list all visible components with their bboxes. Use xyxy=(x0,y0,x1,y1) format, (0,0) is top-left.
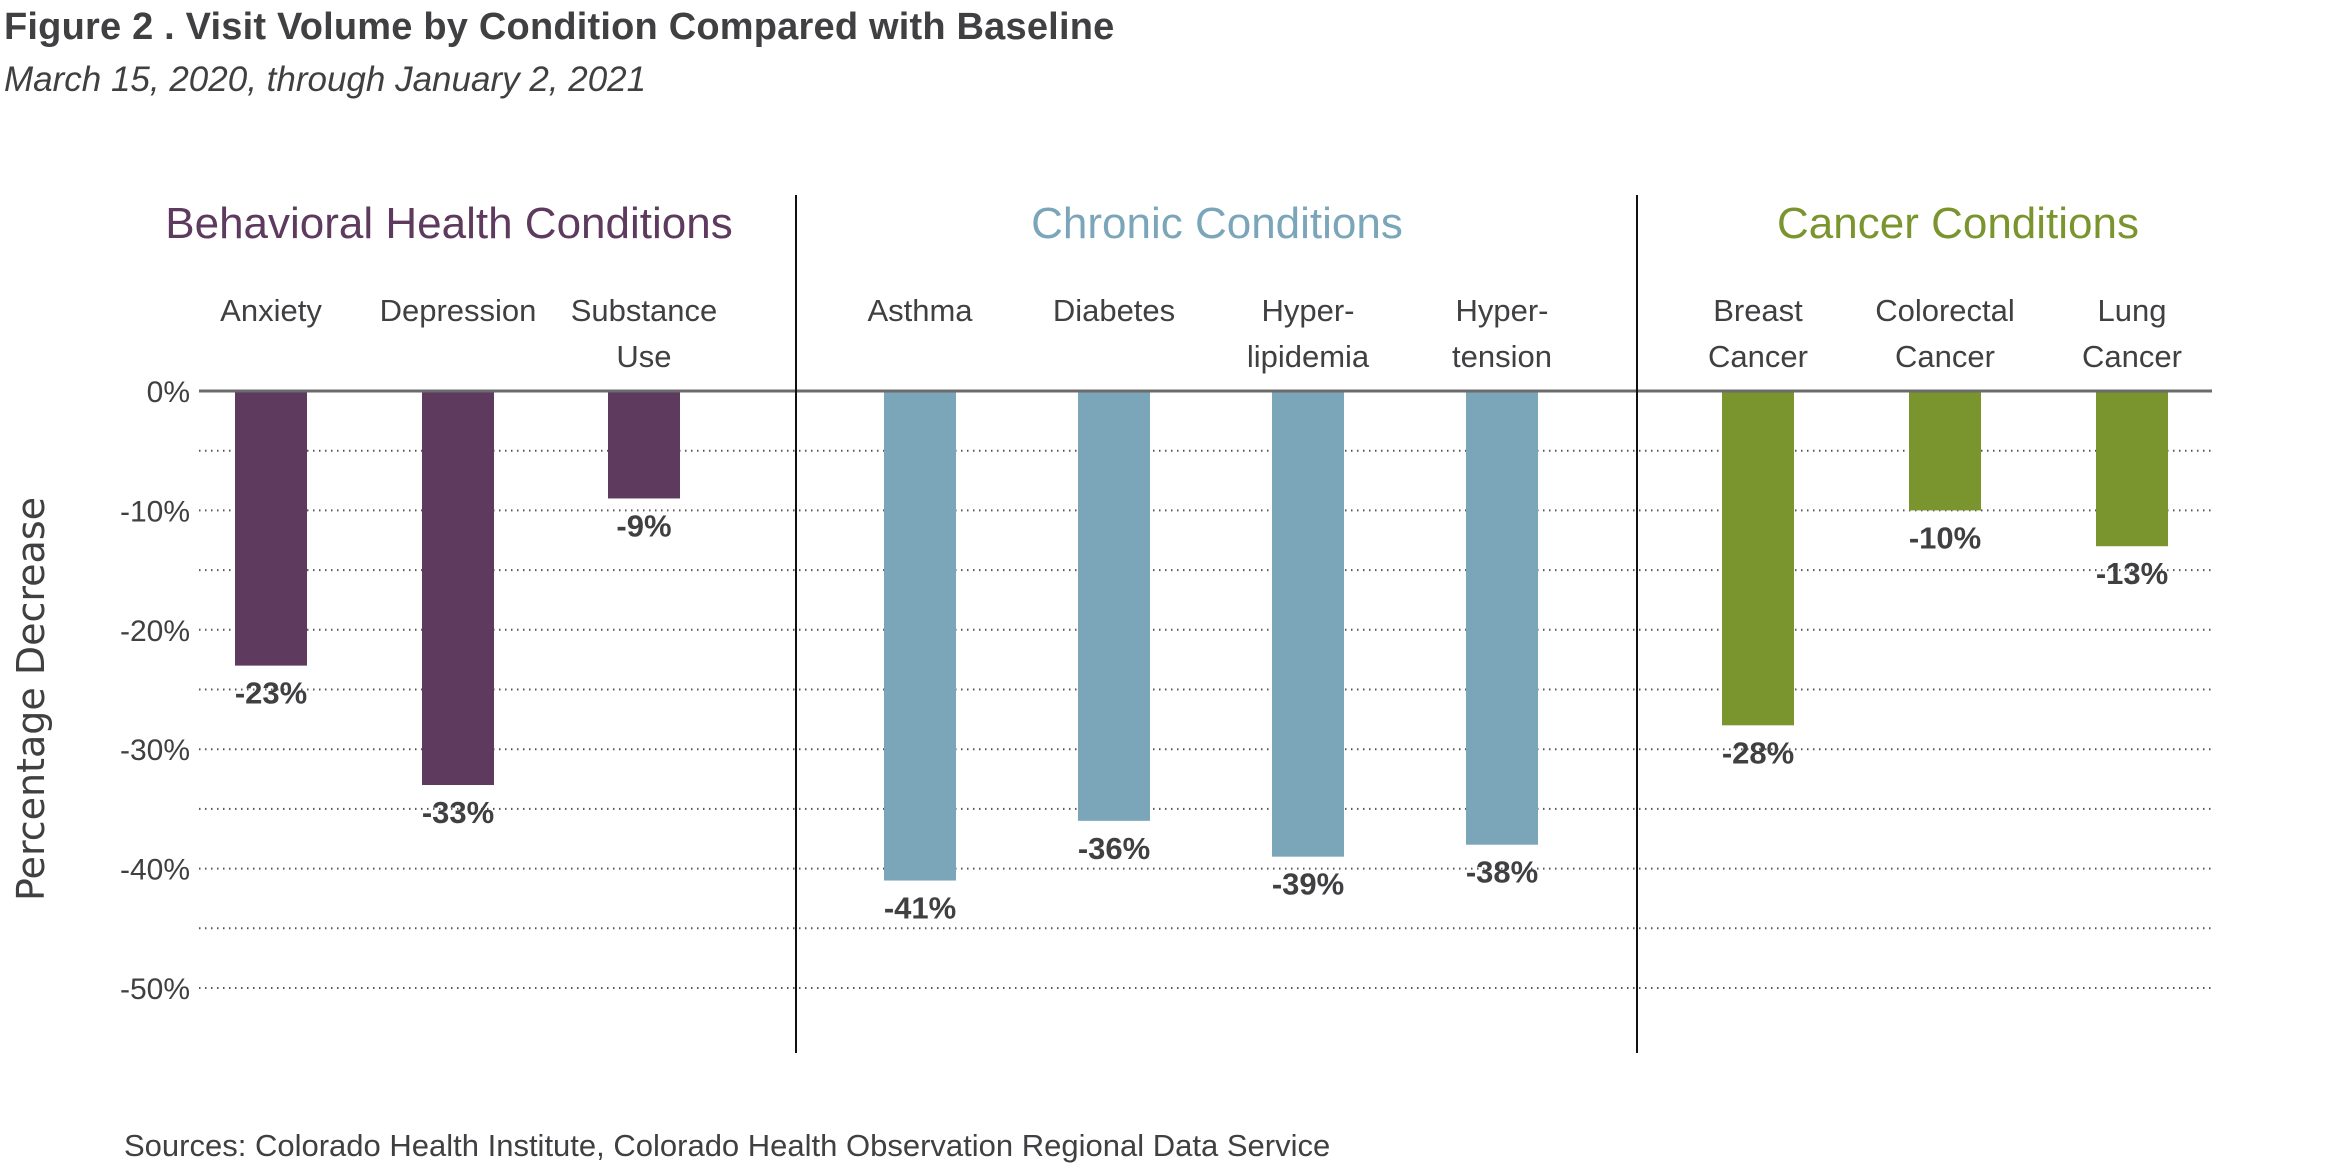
y-tick-label: -10% xyxy=(120,495,190,528)
group-title: Behavioral Health Conditions xyxy=(165,199,732,248)
bar xyxy=(1466,391,1538,845)
value-label: -39% xyxy=(1272,867,1344,902)
category-label-line: Asthma xyxy=(867,293,973,328)
figure-title: Figure 2 . Visit Volume by Condition Com… xyxy=(4,6,1115,48)
value-label: -28% xyxy=(1722,735,1794,770)
category-label-line: Substance xyxy=(571,293,718,328)
category-label-line: Anxiety xyxy=(220,293,322,328)
bars xyxy=(235,391,2168,881)
bar xyxy=(2096,391,2168,547)
category-label: Hyper-tension xyxy=(1452,293,1552,374)
category-label-line: Hyper- xyxy=(1261,293,1354,328)
chart-text: 0% -10% -20% -30% -40% -50% Percentage Decreas… xyxy=(9,199,2182,1006)
bar xyxy=(1722,391,1794,726)
category-label-line: Cancer xyxy=(2082,339,2182,374)
value-label: -23% xyxy=(235,676,307,711)
bar xyxy=(1078,391,1150,821)
category-label: Lung Cancer xyxy=(2082,293,2182,374)
bar xyxy=(422,391,494,786)
value-label: -13% xyxy=(2096,556,2168,591)
bar xyxy=(884,391,956,881)
value-label: -38% xyxy=(1466,855,1538,890)
category-label-line: Depression xyxy=(380,293,537,328)
category-label: Asthma xyxy=(867,293,973,328)
axes xyxy=(199,195,2212,1053)
category-label: Breast Cancer xyxy=(1708,293,1808,374)
value-label: -10% xyxy=(1909,520,1981,555)
category-label-line: tension xyxy=(1452,339,1552,374)
value-label: -36% xyxy=(1078,831,1150,866)
category-label-line: Use xyxy=(616,339,671,374)
group-title: Cancer Conditions xyxy=(1777,199,2139,248)
category-label: Colorectal Cancer xyxy=(1875,293,2015,374)
category-label: Anxiety xyxy=(220,293,322,328)
category-label: Substance Use xyxy=(571,293,718,374)
value-label: -9% xyxy=(616,508,671,543)
bar xyxy=(608,391,680,499)
y-tick-label: 0% xyxy=(147,376,190,409)
sources-note: Sources: Colorado Health Institute, Colo… xyxy=(124,1128,1331,1163)
category-label: Depression xyxy=(380,293,537,328)
y-tick-label: -30% xyxy=(120,734,190,767)
category-label-line: lipidemia xyxy=(1247,339,1370,374)
y-tick-label: -20% xyxy=(120,615,190,648)
bar xyxy=(1909,391,1981,511)
value-label: -41% xyxy=(884,891,956,926)
bar xyxy=(1272,391,1344,857)
category-label-line: Diabetes xyxy=(1053,293,1175,328)
group-title: Chronic Conditions xyxy=(1031,199,1403,248)
category-label-line: Breast xyxy=(1713,293,1803,328)
value-label: -33% xyxy=(422,795,494,830)
bar xyxy=(235,391,307,666)
category-label-line: Lung xyxy=(2098,293,2167,328)
y-axis-title: Percentage Decrease xyxy=(9,497,53,901)
y-tick-label: -40% xyxy=(120,854,190,887)
category-label: Hyper-lipidemia xyxy=(1247,293,1370,374)
category-label-line: Colorectal xyxy=(1875,293,2015,328)
category-label-line: Hyper- xyxy=(1455,293,1548,328)
category-label-line: Cancer xyxy=(1895,339,1995,374)
category-label-line: Cancer xyxy=(1708,339,1808,374)
figure-subtitle: March 15, 2020, through January 2, 2021 xyxy=(4,60,647,99)
y-tick-label: -50% xyxy=(120,973,190,1006)
category-label: Diabetes xyxy=(1053,293,1175,328)
